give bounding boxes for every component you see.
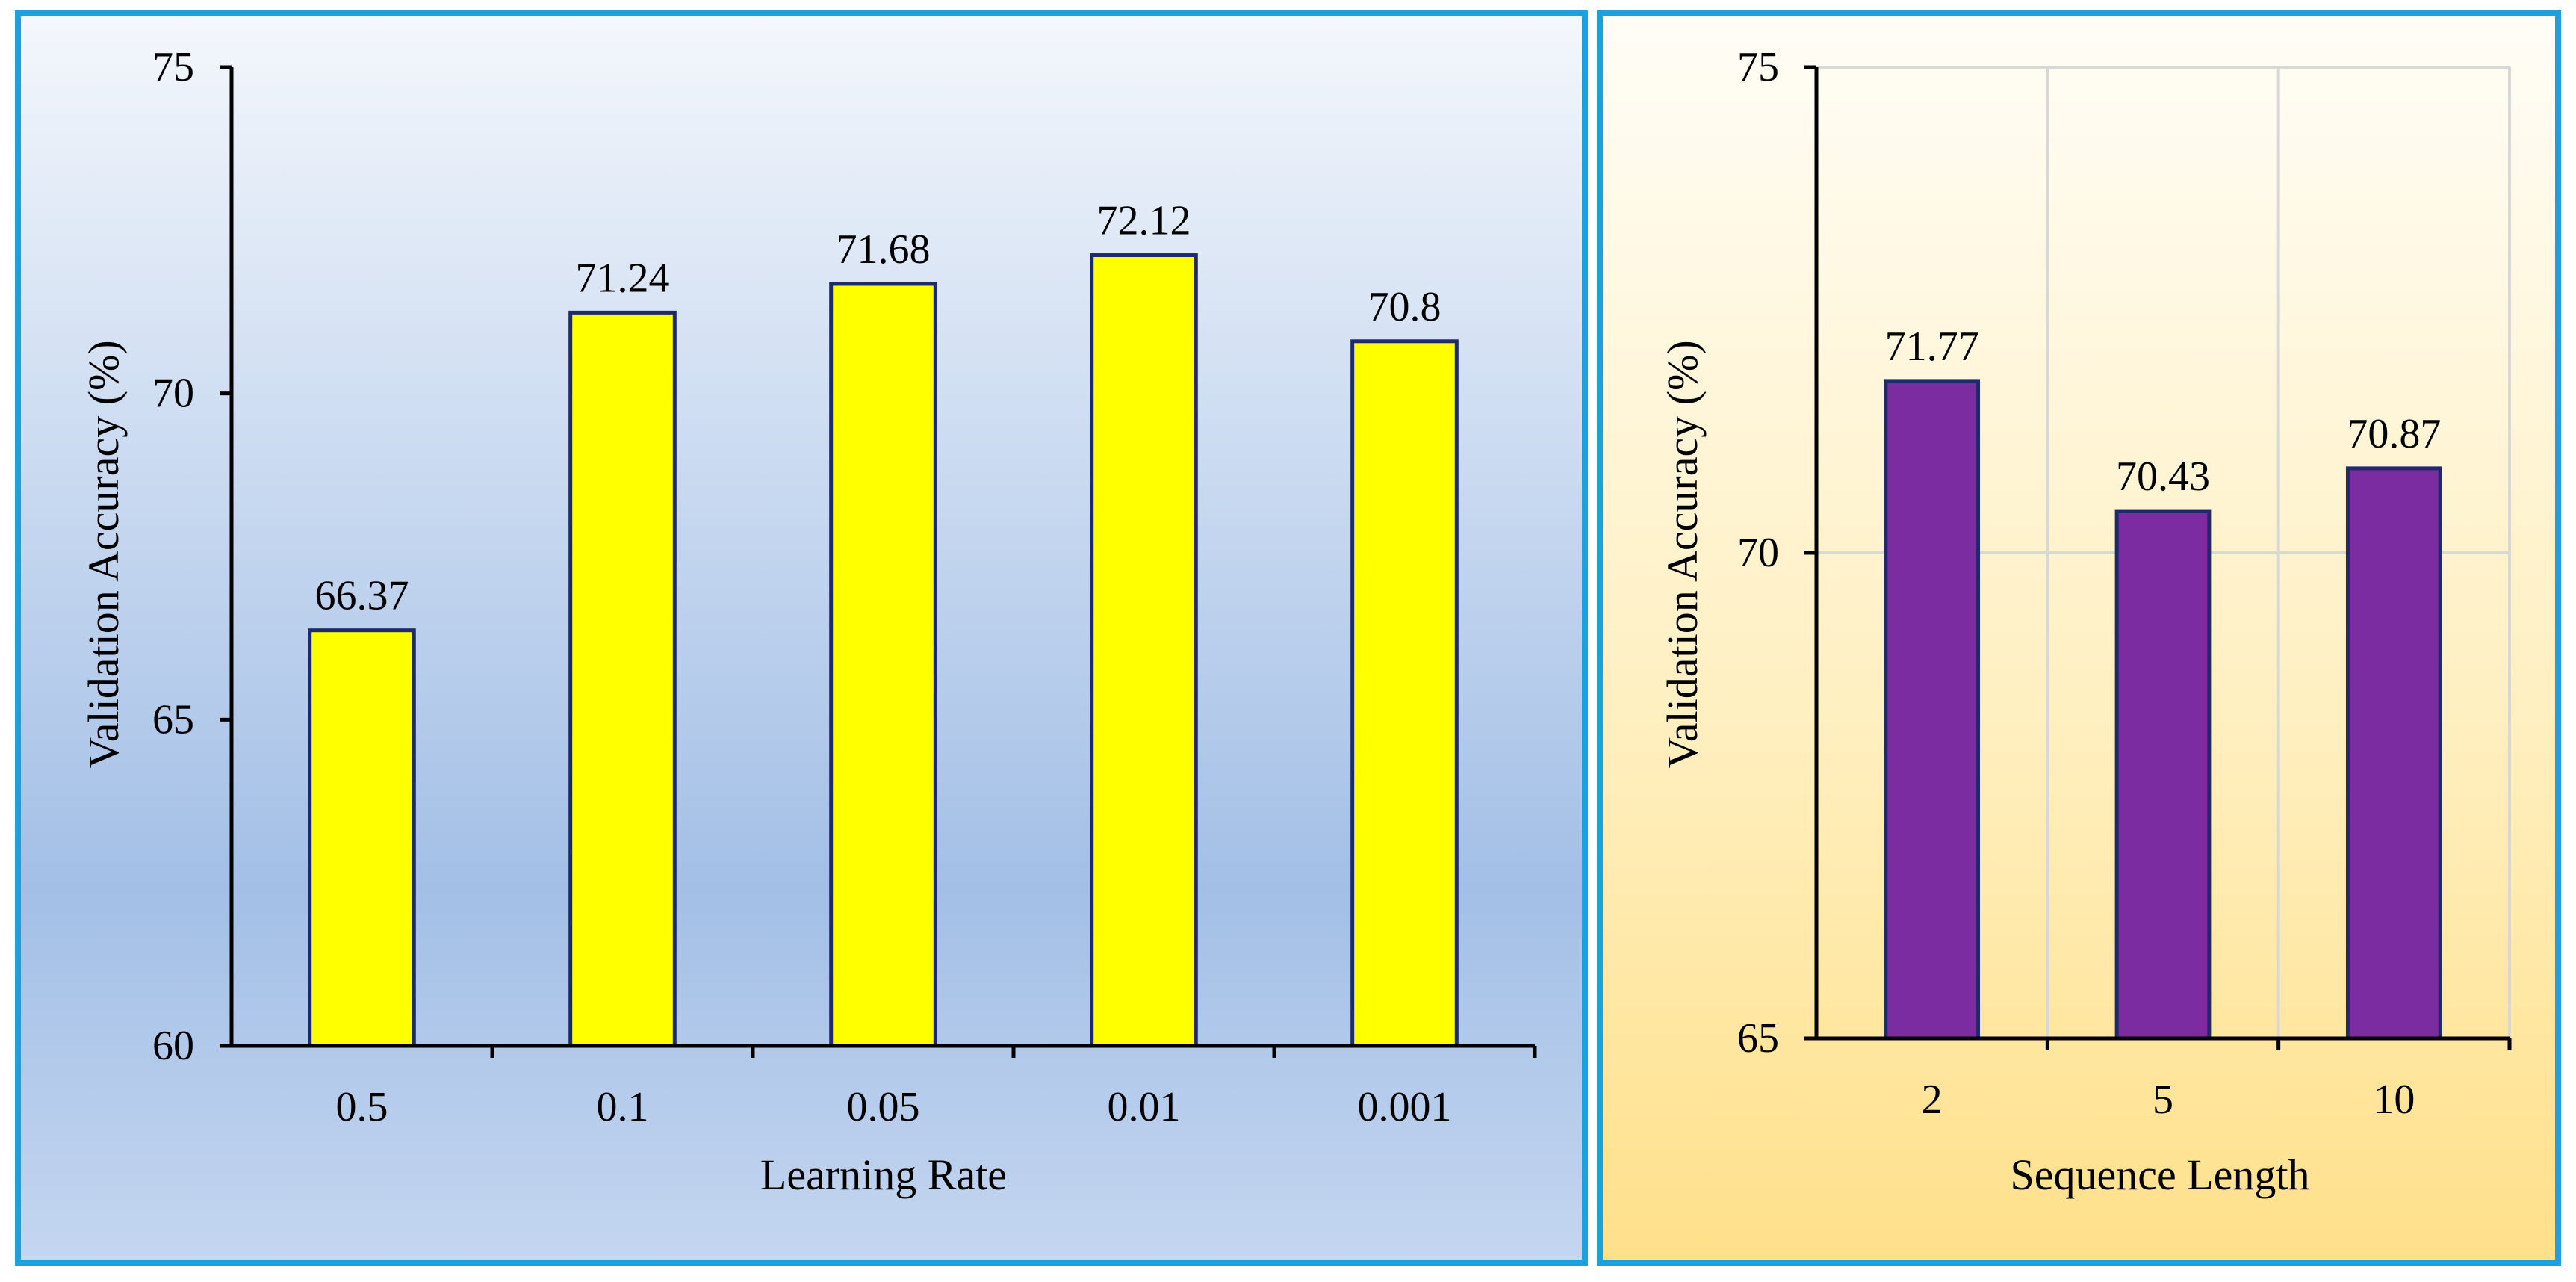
x-axis-label: Sequence Length	[2010, 1151, 2309, 1199]
bar-2	[1884, 379, 1981, 1041]
y-tick-label: 60	[152, 1023, 194, 1069]
bar-value-label: 71.68	[837, 226, 931, 273]
x-tick-label: 0.1	[597, 1084, 649, 1130]
bar-value-label: 66.37	[315, 573, 409, 619]
bar-5	[2114, 509, 2212, 1041]
bar-value-label: 70.43	[2116, 453, 2210, 500]
y-tick-label: 75	[152, 44, 194, 90]
y-tick-label: 75	[1737, 44, 1779, 90]
bar-10	[2345, 466, 2442, 1041]
x-tick-label: 0.05	[847, 1084, 920, 1130]
bar-0.01	[1090, 253, 1198, 1048]
x-tick-label: 0.01	[1108, 1084, 1181, 1130]
bar-value-label: 70.8	[1368, 284, 1441, 330]
bar-value-label: 72.12	[1097, 198, 1191, 244]
bar-0.05	[829, 282, 937, 1048]
y-tick-label: 65	[152, 696, 194, 743]
x-tick-label: 2	[1922, 1077, 1943, 1123]
panel-background	[15, 10, 1588, 1266]
bar-value-label: 71.77	[1885, 323, 1979, 370]
x-tick-label: 10	[2373, 1077, 2415, 1123]
bar-0.5	[308, 628, 416, 1048]
chart-panel-sequence-length: 71.77 2 70.43 5 70.87 10 65 70 75 Sequence Lengt…	[1597, 10, 2561, 1266]
bar-value-label: 70.87	[2347, 411, 2441, 457]
bar-0.1	[568, 310, 677, 1048]
y-axis-label: Validation Accuracy (%)	[1658, 340, 1707, 768]
y-axis-label: Validation Accuracy (%)	[79, 340, 128, 768]
bar-0.001	[1350, 339, 1459, 1048]
x-tick-label: 5	[2153, 1077, 2173, 1123]
x-tick-label: 0.001	[1358, 1084, 1452, 1130]
y-tick-label: 70	[1737, 530, 1779, 576]
chart-panel-learning-rate: 66.37 0.5 71.24 0.1 71.68 0.05 72.12 0.01 70.8 0.…	[15, 10, 1588, 1266]
y-tick-label: 70	[152, 371, 194, 417]
x-tick-label: 0.5	[336, 1084, 388, 1130]
y-tick-label: 65	[1737, 1015, 1779, 1062]
x-axis-label: Learning Rate	[760, 1151, 1007, 1199]
bar-value-label: 71.24	[576, 255, 670, 301]
